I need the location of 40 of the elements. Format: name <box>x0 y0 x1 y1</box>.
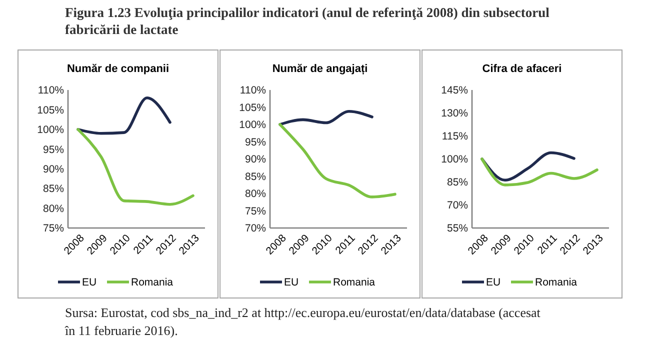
line-series <box>76 96 172 135</box>
y-tick-label: 100% <box>441 154 468 166</box>
chart-title: Număr de angajați <box>272 63 368 75</box>
text: Figura 1.23 Evoluţia principalilor indicatori (anul de referinţă 2008) din subsectorul fabricării de lactate <box>65 5 550 37</box>
chart-title: Cifra de afaceri <box>482 63 562 75</box>
y-tick-label: 85% <box>42 183 64 196</box>
y-tick-label: 100% <box>37 124 64 136</box>
y-tick-label: 100% <box>239 119 266 132</box>
legend-label: Romania <box>131 276 174 289</box>
line-series <box>278 110 374 126</box>
y-tick-label: 80% <box>42 202 64 215</box>
y-tick-label: 110% <box>240 84 266 97</box>
y-tick-label: 85% <box>244 170 266 183</box>
legend-label: EU <box>486 276 501 289</box>
text: Sursa: Eurostat, cod sbs_na_ind_r2 at http://ec.europa.eu/eurostat/en/data/database (accesat în 11 februarie 2016). <box>64 305 541 338</box>
y-tick-label: 105% <box>37 104 64 116</box>
y-tick-label: 55% <box>446 222 468 235</box>
legend-label: EU <box>284 276 299 289</box>
y-tick-label: 75% <box>244 205 266 218</box>
chart-title: Număr de companii <box>66 63 170 75</box>
y-tick-label: 130% <box>441 108 468 120</box>
y-tick-label: 90% <box>42 164 64 176</box>
y-tick-label: 95% <box>244 136 266 148</box>
y-tick-label: 110% <box>38 84 64 97</box>
legend-label: Romania <box>333 276 376 289</box>
y-tick-label: 85% <box>446 176 468 189</box>
y-tick-label: 95% <box>42 144 64 156</box>
line-series <box>76 128 194 206</box>
legend-label: Romania <box>535 276 578 289</box>
y-tick-label: 75% <box>42 222 64 235</box>
y-tick-label: 90% <box>244 154 266 166</box>
y-tick-label: 70% <box>244 222 266 235</box>
line-series <box>480 158 598 186</box>
legend-label: EU <box>82 276 97 289</box>
y-tick-label: 80% <box>244 188 266 200</box>
y-tick-label: 115% <box>442 130 468 143</box>
y-tick-label: 145% <box>441 84 468 97</box>
line-series <box>278 123 396 198</box>
y-tick-label: 70% <box>446 200 468 212</box>
y-tick-label: 105% <box>239 102 266 114</box>
